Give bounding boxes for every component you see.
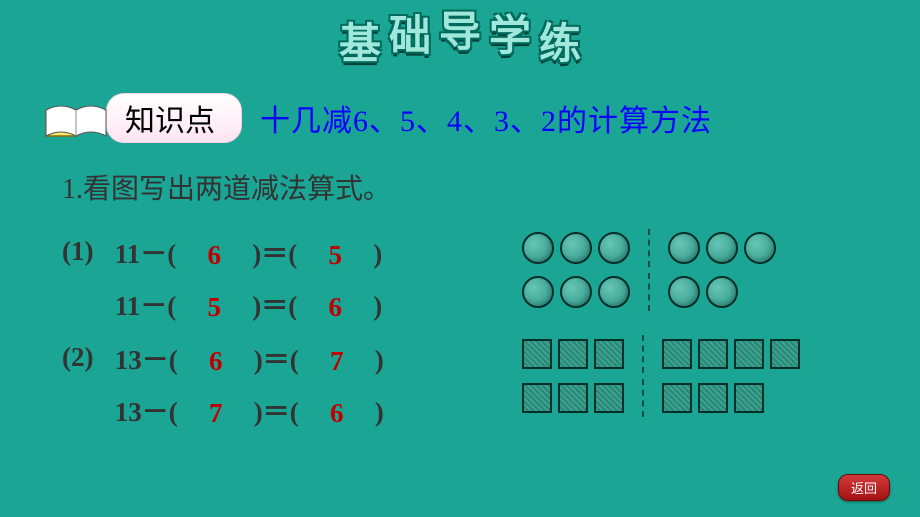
circle-shape (522, 232, 554, 264)
banner-char: 导 (439, 0, 481, 59)
visual-row (522, 229, 776, 267)
banner-char: 练 (539, 10, 581, 71)
knowledge-point-desc: 十几减6、5、4、3、2的计算方法 (260, 96, 712, 140)
banner-char: 学 (489, 2, 531, 63)
equation-line: 13－( 7 )＝( 6 ) (62, 383, 522, 435)
return-button[interactable]: 返回 (838, 474, 890, 501)
circle-shape (560, 276, 592, 308)
shape-group-left (522, 383, 624, 413)
separator (648, 229, 650, 267)
equation-line: (2) 13－( 6 )＝( 7 ) (62, 331, 522, 383)
shape-group-left (522, 276, 630, 308)
banner-char: 础 (389, 2, 431, 63)
square-shape (594, 339, 624, 369)
answer-result: 5 (324, 240, 346, 271)
square-shape (770, 339, 800, 369)
answer-result: 6 (326, 398, 348, 429)
square-shape (594, 383, 624, 413)
square-shape (558, 339, 588, 369)
separator (642, 379, 644, 417)
circle-shape (668, 232, 700, 264)
circle-shape (706, 276, 738, 308)
answer-sub: 6 (203, 240, 225, 271)
visual-row (522, 273, 776, 311)
problem-row: (2) 13－( 6 )＝( 7 ) 13－( 7 )＝( 6 ) (62, 331, 920, 435)
square-shape (522, 383, 552, 413)
answer-sub: 6 (205, 346, 227, 377)
visual-row (522, 335, 800, 373)
answer-result: 7 (326, 346, 348, 377)
answer-sub: 5 (203, 292, 225, 323)
square-shape (662, 383, 692, 413)
circle-shape (706, 232, 738, 264)
shape-group-right (668, 232, 776, 264)
question-title: 1.看图写出两道减法算式。 (62, 167, 920, 207)
title-banner: 基础导学练 (0, 0, 920, 65)
content-area: 1.看图写出两道减法算式。 (1) 11－( 6 )＝( 5 ) 11－( 5 … (62, 167, 920, 435)
shape-group-right (662, 383, 764, 413)
banner-char: 基 (339, 10, 381, 71)
circle-shape (560, 232, 592, 264)
square-shape (522, 339, 552, 369)
shape-group-left (522, 339, 624, 369)
visual-column (522, 331, 800, 423)
square-shape (698, 383, 728, 413)
separator (642, 335, 644, 373)
circle-shape (598, 276, 630, 308)
knowledge-point-row: 知识点 十几减6、5、4、3、2的计算方法 (44, 93, 920, 143)
visual-column (522, 225, 776, 317)
separator (648, 273, 650, 311)
book-icon (44, 98, 110, 138)
circle-shape (522, 276, 554, 308)
equation-column: (2) 13－( 6 )＝( 7 ) 13－( 7 )＝( 6 ) (62, 331, 522, 435)
square-shape (698, 339, 728, 369)
shape-group-right (668, 276, 738, 308)
answer-result: 6 (324, 292, 346, 323)
equation-line: (1) 11－( 6 )＝( 5 ) (62, 225, 522, 277)
answer-sub: 7 (205, 398, 227, 429)
circle-shape (744, 232, 776, 264)
problems-container: (1) 11－( 6 )＝( 5 ) 11－( 5 )＝( 6 )(2) 13－… (62, 225, 920, 435)
square-shape (734, 383, 764, 413)
equation-line: 11－( 5 )＝( 6 ) (62, 277, 522, 329)
circle-shape (668, 276, 700, 308)
shape-group-right (662, 339, 800, 369)
knowledge-point-badge: 知识点 (106, 93, 242, 143)
visual-row (522, 379, 800, 417)
shape-group-left (522, 232, 630, 264)
circle-shape (598, 232, 630, 264)
square-shape (558, 383, 588, 413)
square-shape (662, 339, 692, 369)
problem-row: (1) 11－( 6 )＝( 5 ) 11－( 5 )＝( 6 ) (62, 225, 920, 329)
square-shape (734, 339, 764, 369)
equation-column: (1) 11－( 6 )＝( 5 ) 11－( 5 )＝( 6 ) (62, 225, 522, 329)
